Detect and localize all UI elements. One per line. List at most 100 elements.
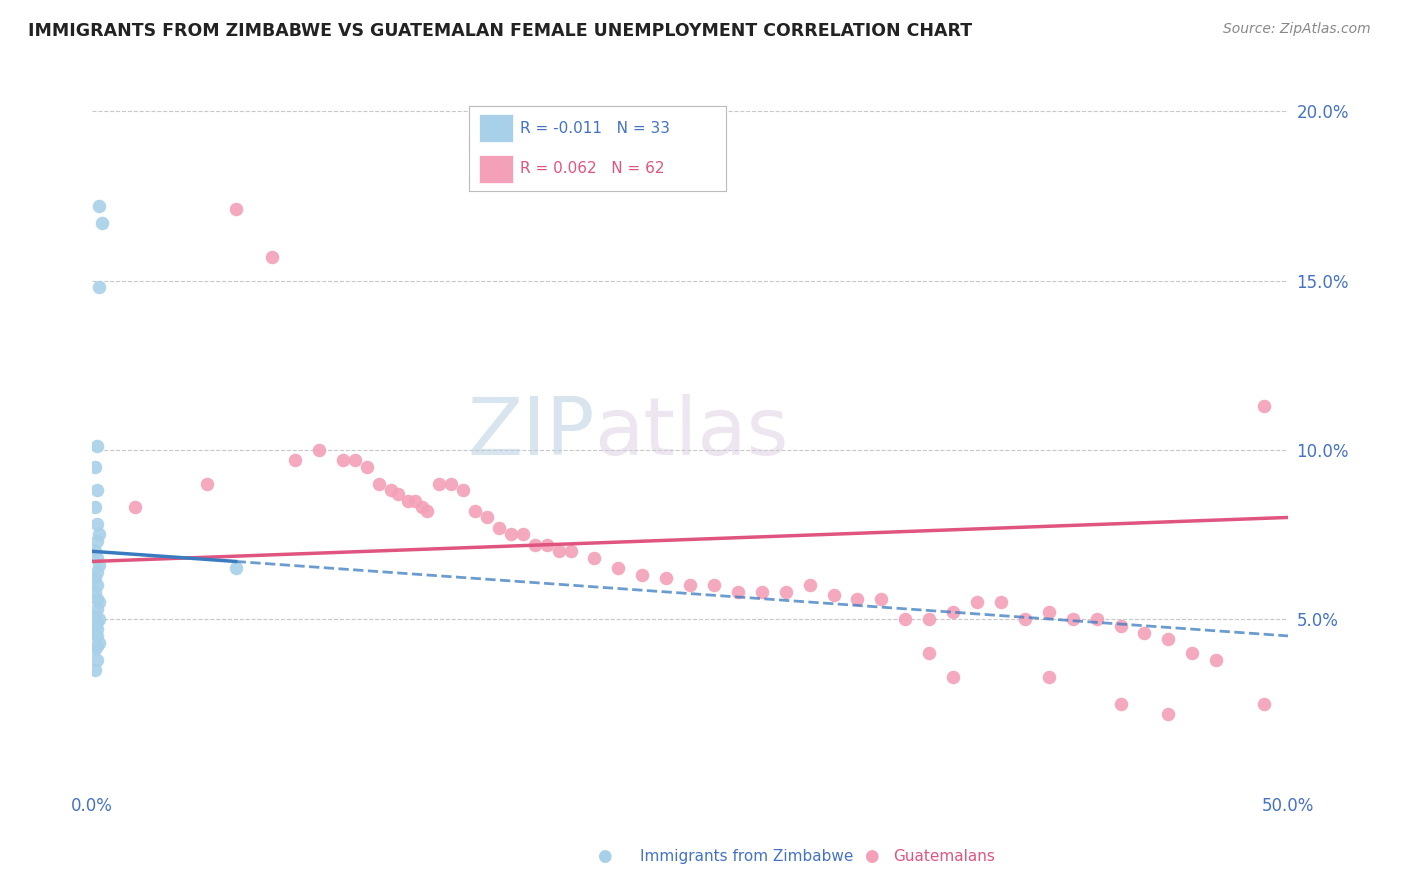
- Point: [387, 487, 409, 501]
- Text: IMMIGRANTS FROM ZIMBABWE VS GUATEMALAN FEMALE UNEMPLOYMENT CORRELATION CHART: IMMIGRANTS FROM ZIMBABWE VS GUATEMALAN F…: [28, 22, 972, 40]
- Point: [631, 568, 654, 582]
- Point: [918, 612, 941, 626]
- Point: [942, 605, 965, 619]
- Point: [1038, 605, 1060, 619]
- Point: [83, 571, 105, 585]
- Text: Guatemalans: Guatemalans: [893, 849, 994, 863]
- Text: ●: ●: [598, 847, 612, 865]
- Point: [86, 578, 108, 592]
- Text: atlas: atlas: [595, 394, 789, 472]
- Point: [655, 571, 678, 585]
- Point: [547, 544, 569, 558]
- Point: [83, 663, 105, 677]
- Text: ZIP: ZIP: [467, 394, 595, 472]
- Point: [918, 646, 941, 660]
- Point: [512, 527, 534, 541]
- Point: [195, 476, 218, 491]
- Point: [751, 585, 773, 599]
- Point: [607, 561, 630, 575]
- Point: [86, 517, 108, 532]
- Point: [703, 578, 725, 592]
- Point: [775, 585, 797, 599]
- Point: [488, 520, 510, 534]
- Point: [1253, 697, 1275, 711]
- Point: [83, 642, 105, 657]
- Point: [396, 493, 419, 508]
- Point: [1157, 706, 1180, 721]
- Point: [86, 483, 108, 498]
- Point: [356, 459, 378, 474]
- Point: [86, 551, 108, 566]
- Point: [1133, 625, 1156, 640]
- Point: [1014, 612, 1036, 626]
- Point: [404, 493, 426, 508]
- Point: [464, 504, 486, 518]
- Point: [846, 591, 869, 606]
- Point: [83, 619, 105, 633]
- Point: [966, 595, 988, 609]
- Point: [89, 199, 111, 213]
- Point: [942, 669, 965, 683]
- Point: [89, 558, 111, 572]
- Point: [870, 591, 893, 606]
- Point: [1109, 697, 1132, 711]
- Point: [86, 629, 108, 643]
- Point: [83, 608, 105, 623]
- Point: [823, 588, 845, 602]
- Point: [416, 504, 439, 518]
- Point: [727, 585, 749, 599]
- Point: [475, 510, 498, 524]
- Point: [990, 595, 1012, 609]
- Point: [260, 250, 283, 264]
- Point: [1085, 612, 1108, 626]
- Point: [124, 500, 146, 515]
- Point: [427, 476, 450, 491]
- Text: Immigrants from Zimbabwe: Immigrants from Zimbabwe: [640, 849, 853, 863]
- Point: [83, 544, 105, 558]
- Point: [1181, 646, 1204, 660]
- Point: [440, 476, 463, 491]
- Point: [86, 639, 108, 653]
- Point: [368, 476, 391, 491]
- Point: [1253, 399, 1275, 413]
- Point: [86, 652, 108, 666]
- Point: [86, 591, 108, 606]
- Point: [894, 612, 917, 626]
- Point: [86, 622, 108, 636]
- Point: [89, 280, 111, 294]
- Point: [83, 625, 105, 640]
- Point: [225, 561, 247, 575]
- Point: [1038, 669, 1060, 683]
- Point: [83, 500, 105, 515]
- Point: [583, 551, 606, 566]
- Point: [536, 537, 558, 551]
- Point: [411, 500, 433, 515]
- Point: [90, 216, 112, 230]
- Point: [1205, 652, 1227, 666]
- Point: [86, 565, 108, 579]
- Text: Source: ZipAtlas.com: Source: ZipAtlas.com: [1223, 22, 1371, 37]
- Point: [83, 459, 105, 474]
- Point: [380, 483, 402, 498]
- Point: [332, 453, 354, 467]
- Text: ●: ●: [865, 847, 879, 865]
- Point: [679, 578, 702, 592]
- Point: [1157, 632, 1180, 647]
- Point: [560, 544, 582, 558]
- Point: [86, 439, 108, 453]
- Point: [284, 453, 307, 467]
- Point: [86, 534, 108, 549]
- Point: [1062, 612, 1084, 626]
- Point: [89, 595, 111, 609]
- Point: [89, 612, 111, 626]
- Point: [89, 527, 111, 541]
- Point: [86, 602, 108, 616]
- Point: [83, 585, 105, 599]
- Point: [86, 615, 108, 630]
- Point: [799, 578, 821, 592]
- Point: [451, 483, 474, 498]
- Point: [225, 202, 247, 217]
- Point: [89, 635, 111, 649]
- Point: [499, 527, 522, 541]
- Point: [344, 453, 367, 467]
